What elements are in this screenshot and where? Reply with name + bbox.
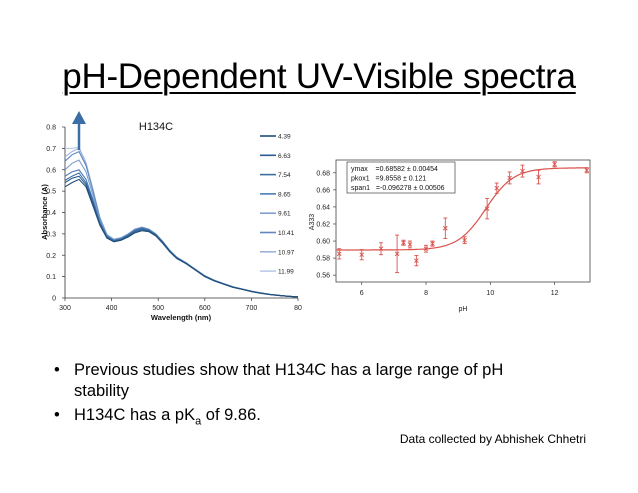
- fit-parameter-box: [346, 161, 456, 194]
- data-point: [423, 246, 429, 252]
- data-point: [494, 185, 500, 191]
- y-tick-label: 0.58: [316, 256, 330, 263]
- y-tick-label: 0.68: [316, 170, 330, 177]
- x-tick-label: 10: [486, 290, 494, 297]
- data-point: [414, 258, 419, 263]
- y-tick-label: 0.8: [46, 125, 56, 132]
- data-point: [407, 242, 413, 247]
- data-point: [430, 241, 435, 246]
- x-tick-label: 8: [424, 290, 428, 297]
- x-tick-label: 80: [294, 305, 302, 312]
- data-point: [536, 174, 541, 180]
- legend-label: 11.99: [278, 269, 294, 276]
- increase-arrow-head: [72, 111, 86, 124]
- data-point: [507, 175, 512, 181]
- y-tick-label: 0.2: [46, 253, 56, 260]
- x-tick-label: 400: [106, 305, 118, 312]
- x-tick-label: 500: [152, 305, 164, 312]
- legend-label: 10.97: [278, 249, 295, 256]
- y-tick-label: 0.1: [46, 274, 56, 281]
- fit-parameter-line: ymax =0.68582 ± 0.00454: [351, 166, 438, 173]
- data-credit: Data collected by Abhishek Chhetri: [399, 432, 586, 446]
- plot-frame: [335, 159, 591, 283]
- legend-label: 8.65: [278, 191, 291, 198]
- bullet-text-prefix: H134C has a pK: [74, 406, 196, 424]
- legend-label: 7.54: [278, 172, 291, 179]
- y-axis-label: Absorbance (A): [40, 184, 49, 240]
- data-point: [336, 251, 342, 257]
- x-tick-label: 600: [199, 305, 211, 312]
- bullet-item: Previous studies show that H134C has a l…: [52, 360, 552, 402]
- x-tick-label: 12: [551, 290, 559, 297]
- fit-parameter-line: pkox1 =9.8558 ± 0.121: [351, 176, 426, 183]
- y-tick-label: 0.56: [316, 273, 330, 280]
- legend-label: 10.41: [278, 230, 295, 237]
- data-point: [484, 206, 490, 211]
- x-tick-label: 300: [59, 305, 71, 312]
- legend-label: 6.63: [278, 153, 291, 160]
- fit-curve: [336, 167, 587, 251]
- y-tick-label: 0.3: [46, 231, 56, 238]
- data-point: [401, 240, 406, 246]
- y-tick-label: 0.6: [46, 167, 56, 174]
- data-point: [359, 252, 365, 258]
- data-point: [552, 161, 557, 167]
- y-tick-label: 0: [52, 296, 56, 303]
- y-tick-label: 0.62: [316, 221, 330, 228]
- slide-title: pH-Dependent UV-Visible spectra: [62, 57, 576, 96]
- bullet-item: H134C has a pKa of 9.86.: [52, 405, 552, 432]
- data-point: [442, 225, 448, 231]
- data-point: [378, 246, 384, 252]
- x-axis-label: pH: [459, 306, 468, 313]
- chart-title: H134C: [139, 121, 173, 133]
- spectrum-line: [64, 178, 299, 298]
- bullet-text-suffix: of 9.86.: [201, 406, 261, 424]
- x-tick-label: 700: [246, 305, 258, 312]
- y-tick-label: 0.4: [46, 210, 56, 217]
- y-tick-label: 0.7: [46, 146, 56, 153]
- bullet-text: Previous studies show that H134C has a l…: [74, 361, 504, 400]
- y-tick-label: 0.60: [316, 239, 330, 246]
- bullet-list: Previous studies show that H134C has a l…: [52, 360, 552, 435]
- data-point: [462, 237, 467, 243]
- y-axis-label: A333: [309, 214, 316, 230]
- data-point: [584, 167, 590, 173]
- x-axis-label: Wavelength (nm): [151, 313, 212, 322]
- y-tick-label: 0.5: [46, 189, 56, 196]
- y-tick-label: 0.66: [316, 187, 330, 194]
- fit-parameter-line: span1 =-0.096278 ± 0.00506: [351, 185, 445, 192]
- bullet-text-subscript: a: [195, 415, 202, 428]
- legend-label: 4.39: [278, 134, 291, 141]
- data-point: [394, 251, 400, 257]
- y-tick-label: 0.64: [316, 204, 330, 211]
- data-point: [520, 168, 525, 174]
- legend-label: 9.61: [278, 211, 291, 218]
- x-tick-label: 6: [360, 290, 364, 297]
